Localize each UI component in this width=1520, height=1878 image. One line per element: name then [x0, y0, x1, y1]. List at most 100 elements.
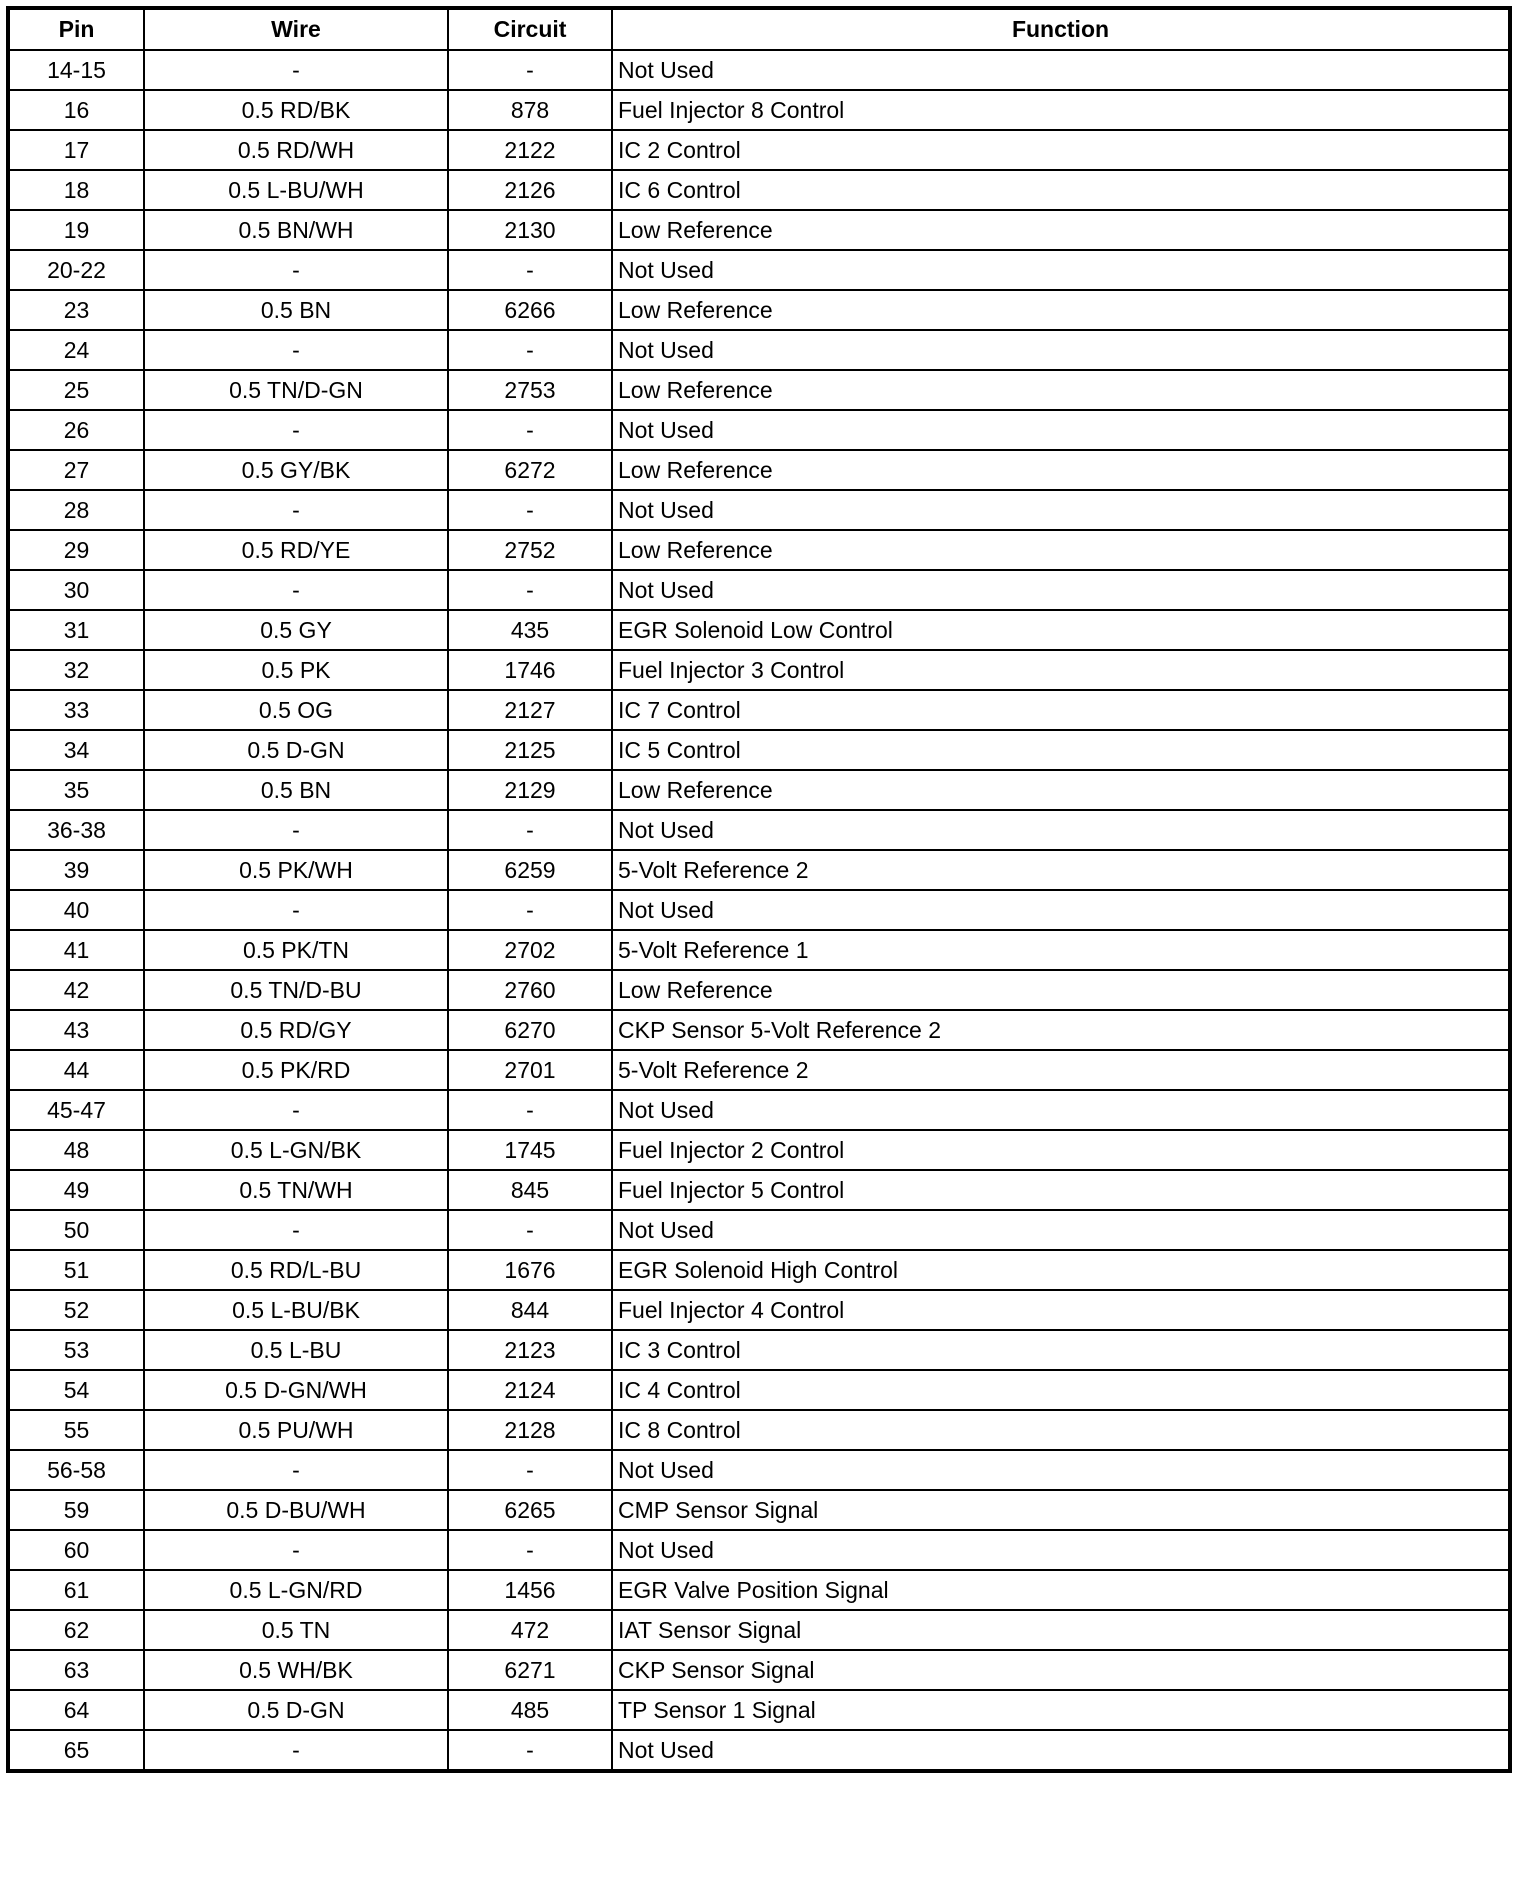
circuit-cell: 485	[447, 1689, 613, 1731]
wire-cell: 0.5 TN	[143, 1609, 449, 1651]
pin-cell: 20-22	[7, 249, 145, 291]
pin-cell: 42	[7, 969, 145, 1011]
function-cell: Not Used	[611, 49, 1511, 91]
header-circuit: Circuit	[447, 7, 613, 51]
circuit-cell: 878	[447, 89, 613, 131]
table-row: 45-47- - Not Used	[7, 1089, 1511, 1131]
pin-cell: 41	[7, 929, 145, 971]
header-pin: Pin	[7, 7, 145, 51]
pin-cell: 61	[7, 1569, 145, 1611]
circuit-cell: -	[447, 49, 613, 91]
circuit-cell: -	[447, 1089, 613, 1131]
pin-cell: 18	[7, 169, 145, 211]
function-cell: IAT Sensor Signal	[611, 1609, 1511, 1651]
circuit-cell: 2130	[447, 209, 613, 251]
table-row: 29 0.5 RD/YE 2752 Low Reference	[7, 529, 1511, 571]
circuit-cell: 2127	[447, 689, 613, 731]
circuit-cell: 2702	[447, 929, 613, 971]
wire-cell: 0.5 PK	[143, 649, 449, 691]
circuit-cell: 1745	[447, 1129, 613, 1171]
pin-cell: 51	[7, 1249, 145, 1291]
wire-cell: 0.5 L-BU	[143, 1329, 449, 1371]
pin-cell: 55	[7, 1409, 145, 1451]
pin-cell: 59	[7, 1489, 145, 1531]
pin-cell: 32	[7, 649, 145, 691]
circuit-cell: 472	[447, 1609, 613, 1651]
circuit-cell: 2123	[447, 1329, 613, 1371]
function-cell: Not Used	[611, 489, 1511, 531]
circuit-cell: 6259	[447, 849, 613, 891]
pin-cell: 39	[7, 849, 145, 891]
table-row: 18 0.5 L-BU/WH 2126 IC 6 Control	[7, 169, 1511, 211]
function-cell: EGR Valve Position Signal	[611, 1569, 1511, 1611]
circuit-cell: 6266	[447, 289, 613, 331]
table-row: 27 0.5 GY/BK 6272 Low Reference	[7, 449, 1511, 491]
pin-cell: 24	[7, 329, 145, 371]
function-cell: Low Reference	[611, 769, 1511, 811]
table-row: 56-58- - Not Used	[7, 1449, 1511, 1491]
table-row: 44 0.5 PK/RD 2701 5-Volt Reference 2	[7, 1049, 1511, 1091]
circuit-cell: 6272	[447, 449, 613, 491]
wire-cell: 0.5 L-BU/BK	[143, 1289, 449, 1331]
circuit-cell: 6265	[447, 1489, 613, 1531]
pin-cell: 19	[7, 209, 145, 251]
circuit-cell: 2126	[447, 169, 613, 211]
wire-cell: 0.5 D-GN	[143, 1689, 449, 1731]
function-cell: Low Reference	[611, 449, 1511, 491]
pin-cell: 52	[7, 1289, 145, 1331]
circuit-cell: 2125	[447, 729, 613, 771]
pin-cell: 65	[7, 1729, 145, 1772]
function-cell: IC 7 Control	[611, 689, 1511, 731]
table-row: 65- - Not Used	[7, 1729, 1511, 1772]
function-cell: Not Used	[611, 889, 1511, 931]
circuit-cell: 1676	[447, 1249, 613, 1291]
function-cell: Fuel Injector 2 Control	[611, 1129, 1511, 1171]
wire-cell: 0.5 PK/TN	[143, 929, 449, 971]
table-row: 34 0.5 D-GN 2125 IC 5 Control	[7, 729, 1511, 771]
table-row: 28- - Not Used	[7, 489, 1511, 531]
pin-cell: 36-38	[7, 809, 145, 851]
wire-cell: 0.5 TN/WH	[143, 1169, 449, 1211]
table-row: 17 0.5 RD/WH 2122 IC 2 Control	[7, 129, 1511, 171]
wire-cell: -	[143, 1209, 449, 1251]
function-cell: CKP Sensor 5-Volt Reference 2	[611, 1009, 1511, 1051]
table-row: 48 0.5 L-GN/BK 1745 Fuel Injector 2 Control	[7, 1129, 1511, 1171]
table-row: 60- - Not Used	[7, 1529, 1511, 1571]
function-cell: Not Used	[611, 409, 1511, 451]
function-cell: IC 4 Control	[611, 1369, 1511, 1411]
wire-cell: 0.5 D-BU/WH	[143, 1489, 449, 1531]
table-row: 52 0.5 L-BU/BK 844 Fuel Injector 4 Control	[7, 1289, 1511, 1331]
function-cell: Fuel Injector 3 Control	[611, 649, 1511, 691]
pin-cell: 31	[7, 609, 145, 651]
function-cell: IC 5 Control	[611, 729, 1511, 771]
circuit-cell: -	[447, 489, 613, 531]
table-row: 49 0.5 TN/WH 845 Fuel Injector 5 Control	[7, 1169, 1511, 1211]
circuit-cell: -	[447, 809, 613, 851]
circuit-cell: -	[447, 1729, 613, 1772]
function-cell: IC 8 Control	[611, 1409, 1511, 1451]
wire-cell: 0.5 BN	[143, 289, 449, 331]
table-row: 59 0.5 D-BU/WH 6265 CMP Sensor Signal	[7, 1489, 1511, 1531]
table-row: 42 0.5 TN/D-BU 2760 Low Reference	[7, 969, 1511, 1011]
function-cell: Low Reference	[611, 369, 1511, 411]
wire-cell: -	[143, 1529, 449, 1571]
table-row: 51 0.5 RD/L-BU 1676 EGR Solenoid High Contr…	[7, 1249, 1511, 1291]
circuit-cell: 1746	[447, 649, 613, 691]
function-cell: Not Used	[611, 1209, 1511, 1251]
pin-cell: 56-58	[7, 1449, 145, 1491]
table-row: 20-22- - Not Used	[7, 249, 1511, 291]
function-cell: EGR Solenoid Low Control	[611, 609, 1511, 651]
wire-cell: 0.5 L-GN/BK	[143, 1129, 449, 1171]
pin-cell: 30	[7, 569, 145, 611]
function-cell: Not Used	[611, 1449, 1511, 1491]
wire-cell: 0.5 L-GN/RD	[143, 1569, 449, 1611]
function-cell: Not Used	[611, 249, 1511, 291]
pin-cell: 26	[7, 409, 145, 451]
wire-cell: -	[143, 409, 449, 451]
table-row: 64 0.5 D-GN 485 TP Sensor 1 Signal	[7, 1689, 1511, 1731]
function-cell: Low Reference	[611, 969, 1511, 1011]
pin-cell: 34	[7, 729, 145, 771]
table-row: 55 0.5 PU/WH 2128 IC 8 Control	[7, 1409, 1511, 1451]
function-cell: Not Used	[611, 1089, 1511, 1131]
pin-cell: 48	[7, 1129, 145, 1171]
